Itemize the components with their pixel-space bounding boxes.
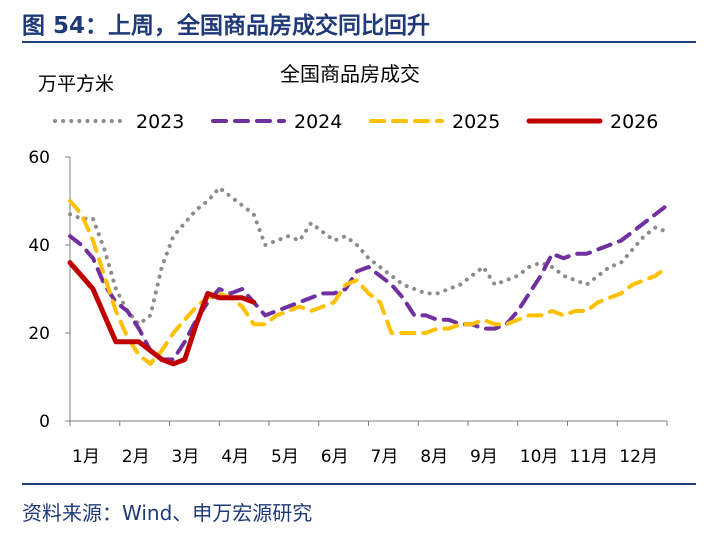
- y-tick-label: 0: [39, 412, 50, 432]
- y-axis-label: 万平方米: [38, 73, 114, 95]
- chart-title: 全国商品房成交: [280, 62, 420, 86]
- x-tick-label: 1月: [72, 447, 100, 467]
- x-tick-label: 3月: [172, 447, 200, 467]
- x-tick-label: 12月: [619, 447, 658, 467]
- figure-title: 图 54：上周，全国商品房成交同比回升: [22, 13, 431, 39]
- series-line-2024: [68, 203, 669, 362]
- source-note: 资料来源：Wind、申万宏源研究: [22, 501, 313, 525]
- y-tick-label: 40: [28, 236, 50, 256]
- y-tick-label: 20: [28, 324, 50, 344]
- x-tick-label: 6月: [321, 447, 349, 467]
- x-tick-label: 2月: [122, 447, 150, 467]
- legend-label-2026: 2026: [610, 111, 658, 133]
- legend: 2023 2024 2025 2026: [53, 111, 658, 133]
- series-line-2023: [68, 185, 669, 327]
- x-tick-label: 4月: [221, 447, 249, 467]
- x-tick-label: 8月: [420, 447, 448, 467]
- legend-label-2025: 2025: [452, 111, 500, 133]
- x-tick-label: 7月: [371, 447, 399, 467]
- legend-label-2023: 2023: [136, 111, 184, 133]
- y-tick-label: 60: [28, 148, 50, 168]
- series-line-2025: [68, 199, 669, 366]
- source-rule: [22, 483, 696, 485]
- x-tick-label: 11月: [570, 447, 609, 467]
- series-group: [67, 185, 669, 367]
- x-tick-label: 10月: [520, 447, 559, 467]
- x-tick-label: 9月: [470, 447, 498, 467]
- title-rule: [22, 41, 696, 43]
- legend-label-2024: 2024: [294, 111, 342, 133]
- axes: 0 20 40 60 1月 2月 3月 4月 5月 6月 7月 8月 9月 10月 11月 12月: [28, 148, 668, 467]
- x-tick-label: 5月: [271, 447, 299, 467]
